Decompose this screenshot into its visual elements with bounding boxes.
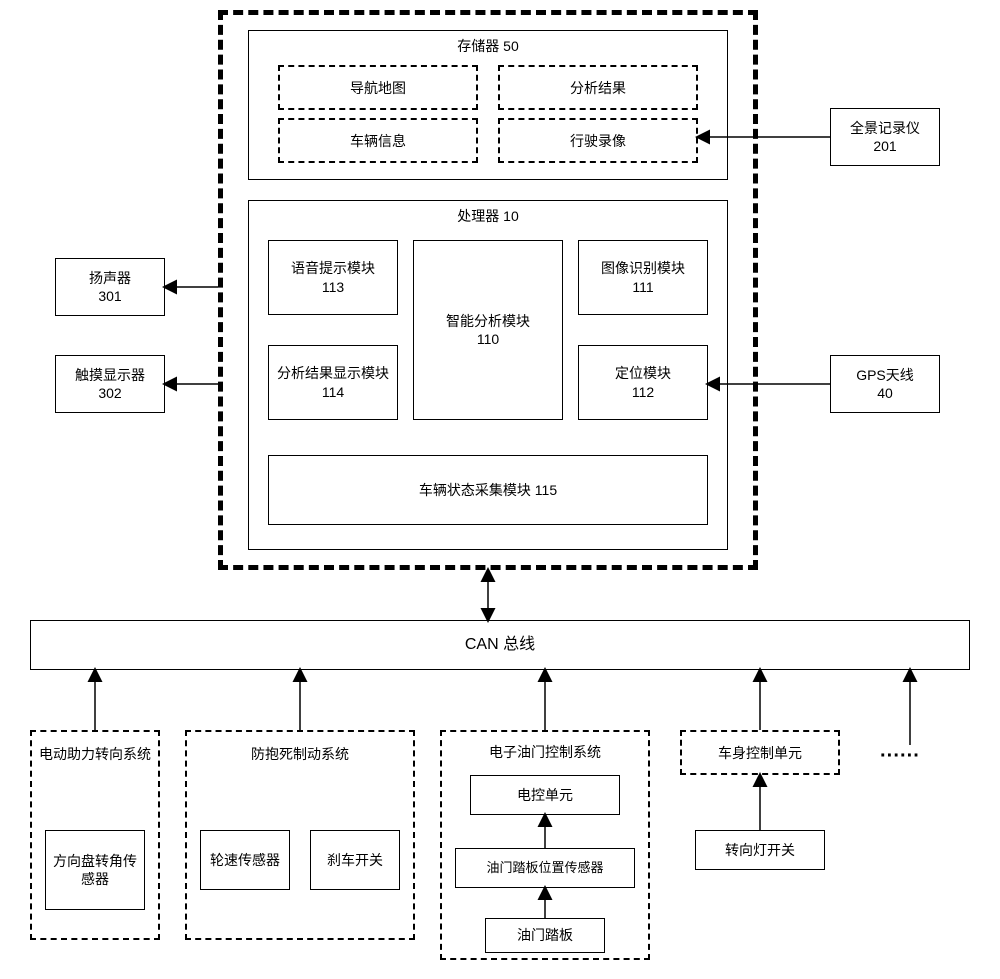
module-analyze: 智能分析模块 110 bbox=[413, 240, 563, 420]
module-img: 图像识别模块 111 bbox=[578, 240, 708, 315]
eps-title: 电动助力转向系统 bbox=[32, 732, 158, 764]
recorder-label: 全景记录仪 bbox=[850, 119, 920, 137]
module-rd-num: 114 bbox=[322, 383, 344, 401]
can-bus-label: CAN 总线 bbox=[465, 635, 535, 656]
module-voice-label: 语音提示模块 bbox=[291, 259, 375, 277]
module-analyze-num: 110 bbox=[477, 330, 499, 348]
touch-label: 触摸显示器 bbox=[75, 366, 145, 384]
bcm-title: 车身控制单元 bbox=[718, 743, 802, 763]
abs-brake: 刹车开关 bbox=[310, 830, 400, 890]
module-img-label: 图像识别模块 bbox=[601, 259, 685, 277]
module-vsc-label: 车辆状态采集模块 115 bbox=[419, 481, 557, 499]
storage-results-label: 分析结果 bbox=[570, 78, 626, 98]
recorder-box: 全景记录仪 201 bbox=[830, 108, 940, 166]
etc-ecu-label: 电控单元 bbox=[517, 786, 573, 804]
bcm-turn: 转向灯开关 bbox=[695, 830, 825, 870]
gps-box: GPS天线 40 bbox=[830, 355, 940, 413]
module-analyze-label: 智能分析模块 bbox=[446, 312, 530, 330]
storage-results: 分析结果 bbox=[498, 65, 698, 110]
module-img-num: 111 bbox=[632, 278, 653, 296]
processor-title: 处理器 10 bbox=[251, 203, 725, 225]
bcm-box: 车身控制单元 bbox=[680, 730, 840, 775]
module-loc-num: 112 bbox=[632, 383, 654, 401]
storage-recording: 行驶录像 bbox=[498, 118, 698, 163]
eps-sensor: 方向盘转角传感器 bbox=[45, 830, 145, 910]
bcm-turn-label: 转向灯开关 bbox=[725, 841, 795, 859]
gps-num: 40 bbox=[877, 384, 893, 402]
ellipsis: ······ bbox=[880, 745, 920, 768]
etc-pedal-label: 油门踏板 bbox=[517, 926, 573, 944]
eps-sensor-label: 方向盘转角传感器 bbox=[48, 852, 142, 888]
module-rd-label: 分析结果显示模块 bbox=[277, 364, 389, 382]
speaker-box: 扬声器 301 bbox=[55, 258, 165, 316]
storage-recording-label: 行驶录像 bbox=[570, 131, 626, 151]
module-result-display: 分析结果显示模块 114 bbox=[268, 345, 398, 420]
etc-tps: 油门踏板位置传感器 bbox=[455, 848, 635, 888]
module-loc-label: 定位模块 bbox=[615, 364, 671, 382]
module-vsc: 车辆状态采集模块 115 bbox=[268, 455, 708, 525]
touch-box: 触摸显示器 302 bbox=[55, 355, 165, 413]
module-voice-num: 113 bbox=[322, 278, 344, 296]
storage-title: 存储器 50 bbox=[251, 33, 725, 55]
touch-num: 302 bbox=[98, 384, 121, 402]
etc-tps-label: 油门踏板位置传感器 bbox=[486, 860, 603, 877]
storage-nav-map: 导航地图 bbox=[278, 65, 478, 110]
recorder-num: 201 bbox=[873, 137, 896, 155]
can-bus: CAN 总线 bbox=[30, 620, 970, 670]
abs-wheel: 轮速传感器 bbox=[200, 830, 290, 890]
storage-vehicle: 车辆信息 bbox=[278, 118, 478, 163]
module-voice: 语音提示模块 113 bbox=[268, 240, 398, 315]
etc-pedal: 油门踏板 bbox=[485, 918, 605, 953]
etc-ecu: 电控单元 bbox=[470, 775, 620, 815]
abs-title: 防抱死制动系统 bbox=[187, 732, 413, 764]
etc-title: 电子油门控制系统 bbox=[442, 732, 648, 762]
module-loc: 定位模块 112 bbox=[578, 345, 708, 420]
abs-brake-label: 刹车开关 bbox=[327, 851, 383, 869]
storage-vehicle-label: 车辆信息 bbox=[350, 131, 406, 151]
speaker-label: 扬声器 bbox=[89, 269, 131, 287]
storage-nav-map-label: 导航地图 bbox=[350, 78, 406, 98]
speaker-num: 301 bbox=[98, 287, 121, 305]
abs-wheel-label: 轮速传感器 bbox=[210, 851, 280, 869]
gps-label: GPS天线 bbox=[856, 366, 914, 384]
